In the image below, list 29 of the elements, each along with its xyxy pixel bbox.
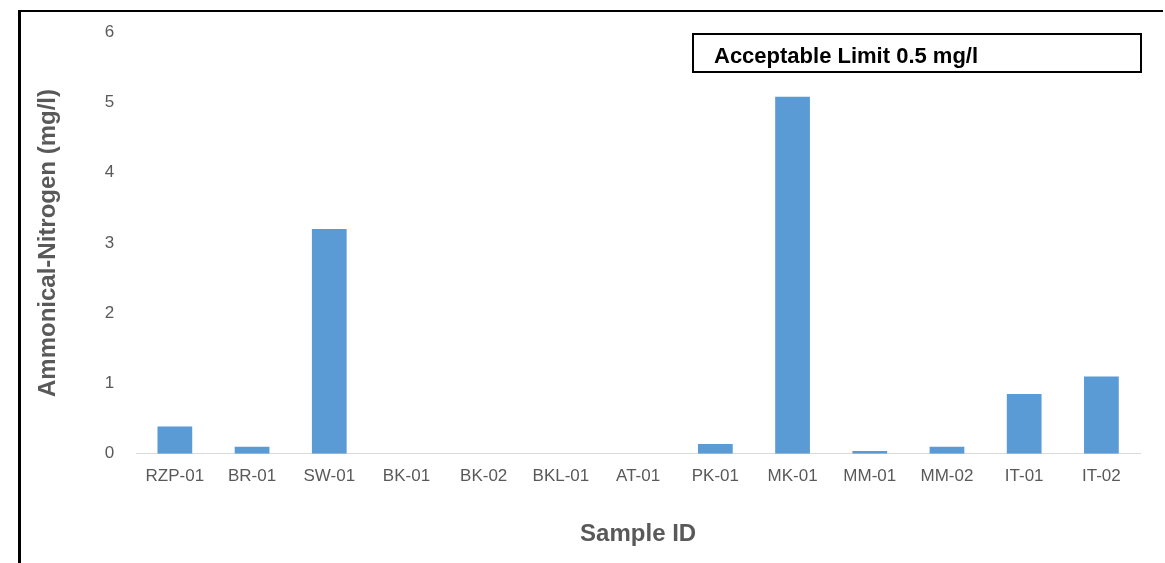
x-tick-label: MM-01 [843, 465, 897, 485]
x-tick-label: MK-01 [767, 465, 818, 485]
y-axis-title: Ammonical-Nitrogen (mg/l) [33, 88, 61, 398]
x-tick-label: BKL-01 [532, 465, 590, 485]
x-tick-label: SW-01 [303, 465, 356, 485]
y-tick-label: 5 [104, 92, 115, 112]
y-tick-label: 4 [104, 162, 115, 182]
x-tick-label: RZP-01 [145, 465, 205, 485]
bar [775, 96, 810, 454]
y-tick-label: 2 [104, 302, 115, 322]
x-tick-label: IT-02 [1082, 465, 1121, 485]
x-tick-label: PK-01 [691, 465, 739, 485]
x-tick-label: BK-02 [460, 465, 508, 485]
x-tick-label: AT-01 [616, 465, 661, 485]
bar [1084, 376, 1119, 454]
bar [157, 426, 193, 454]
x-tick-label: MM-02 [920, 465, 974, 485]
x-tick-label: IT-01 [1004, 465, 1044, 485]
bar [311, 228, 347, 454]
note-box: Acceptable Limit 0.5 mg/l [692, 33, 1142, 73]
y-tick-label: 0 [104, 443, 115, 463]
bar [1006, 394, 1042, 454]
y-tick-label: 3 [104, 232, 115, 252]
y-tick-label: 1 [104, 373, 115, 393]
x-axis-title: Sample ID [580, 519, 697, 547]
y-tick-label: 6 [104, 21, 115, 41]
x-tick-label: BR-01 [227, 465, 277, 485]
x-tick-label: BK-01 [382, 465, 431, 485]
bar [697, 443, 733, 454]
